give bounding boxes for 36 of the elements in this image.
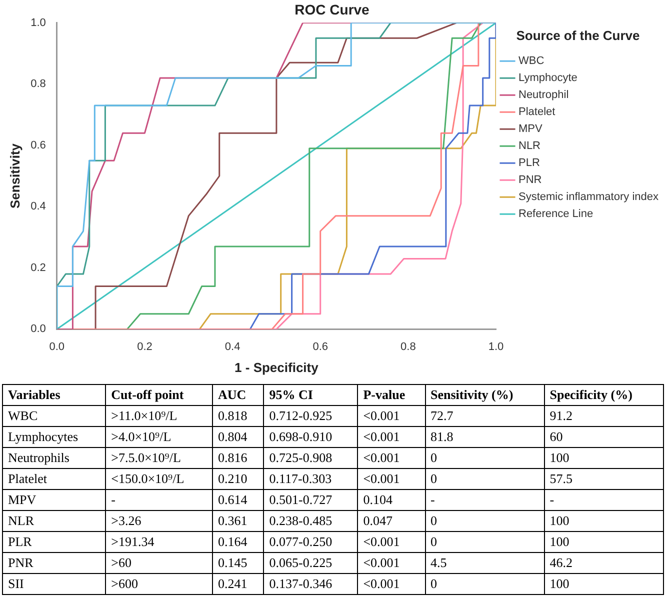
x-axis-title: 1 - Specificity xyxy=(234,360,320,375)
legend-label: Systemic inflammatory index xyxy=(518,191,659,204)
y-tick-label: 0.6 xyxy=(30,139,46,152)
y-tick-label: 0.0 xyxy=(30,323,46,336)
y-tick-label: 0.8 xyxy=(30,78,46,90)
y-tick-label: 0.4 xyxy=(30,200,46,213)
legend-label: Lymphocyte xyxy=(518,72,578,84)
y-axis-title: Sensitivity xyxy=(7,142,22,209)
y-tick-label: 0.2 xyxy=(30,262,46,274)
legend-title: Source of the Curve xyxy=(516,28,640,44)
text: PNR >60 0.145 0.065-0.225 <0.001 4.5 46.2 xyxy=(8,555,572,570)
text: WBC >11.0×10⁹/L 0.818 0.712-0.925 <0.001 72.7 91.2 xyxy=(8,408,572,423)
x-tick-label: 0.6 xyxy=(312,340,328,353)
text: Lymphocytes >4.0×10⁹/L 0.804 0.698-0.910 <0.001 81.8 60 xyxy=(8,429,563,444)
legend-label: Neutrophil xyxy=(518,89,569,102)
legend-label: WBC xyxy=(518,55,544,68)
legend-label: NLR xyxy=(518,140,541,152)
text: Neutrophils >7.5.0×10⁹/L 0.816 0.725-0.908 <0.001 0 100 xyxy=(8,450,570,465)
y-tick-label: 1.0 xyxy=(30,16,46,29)
legend-label: Reference Line xyxy=(518,208,594,220)
x-tick-label: 0.2 xyxy=(137,340,152,353)
text: Variables Cut-off point AUC 95% CI P-value Sensitivity (%) Specificity (%) xyxy=(8,387,632,402)
text: SII >600 0.241 0.137-0.346 <0.001 0 100 xyxy=(8,576,570,591)
chart-title: ROC Curve xyxy=(294,1,370,18)
text: MPV - 0.614 0.501-0.727 0.104 - - xyxy=(8,492,554,507)
legend-label: PNR xyxy=(518,174,542,186)
legend-label: Platelet xyxy=(518,106,556,118)
text: Platelet <150.0×10⁹/L 0.210 0.117-0.303 <0.001 0 57.5 xyxy=(8,471,572,486)
text: NLR >3.26 0.361 0.238-0.485 0.047 0 100 xyxy=(8,513,570,528)
x-tick-label: 0.4 xyxy=(224,340,240,353)
x-tick-label: 0.8 xyxy=(400,340,416,353)
text: PLR >191.34 0.164 0.077-0.250 <0.001 0 100 xyxy=(8,534,570,549)
x-tick-label: 1.0 xyxy=(488,340,504,353)
legend-label: MPV xyxy=(518,123,543,136)
x-tick-label: 0.0 xyxy=(49,340,65,353)
legend-label: PLR xyxy=(518,157,540,170)
